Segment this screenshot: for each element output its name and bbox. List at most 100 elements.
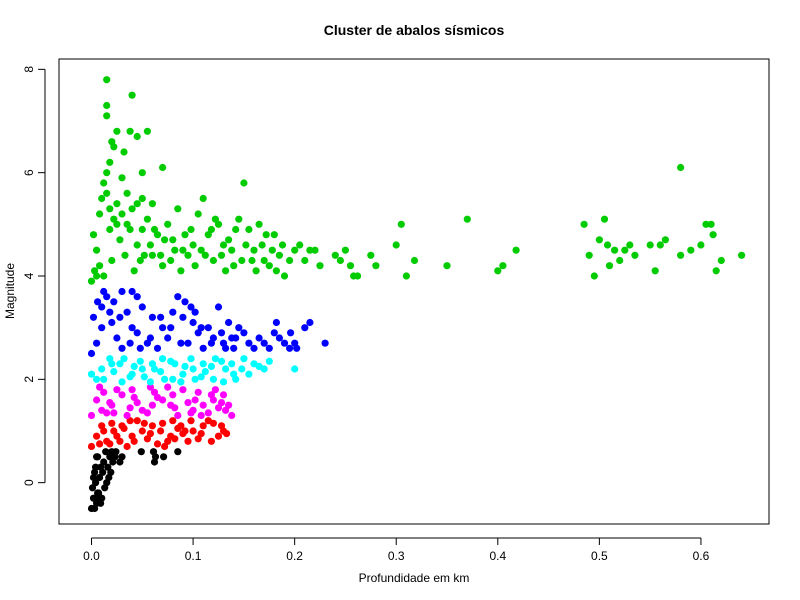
data-point	[160, 453, 168, 461]
data-point	[137, 448, 145, 456]
data-point	[87, 370, 96, 378]
data-point	[150, 365, 159, 373]
x-axis: 0.0 0.1 0.2 0.3 0.4 0.5 0.6	[83, 537, 710, 563]
data-point	[93, 396, 101, 404]
data-point	[245, 339, 253, 347]
data-point	[199, 194, 207, 203]
data-point	[126, 404, 134, 412]
data-point	[174, 293, 182, 301]
data-point	[130, 437, 138, 445]
data-point	[133, 293, 141, 301]
data-point	[410, 256, 419, 265]
data-point	[157, 313, 165, 321]
data-point	[146, 241, 154, 249]
data-point	[169, 391, 177, 399]
x-tick-label: 0.3	[388, 549, 405, 563]
data-point	[116, 360, 124, 368]
y-tick-label: 4	[22, 272, 36, 279]
data-point	[171, 246, 179, 254]
data-point	[255, 334, 263, 342]
data-point	[174, 448, 182, 456]
data-point	[207, 391, 215, 399]
data-point	[512, 246, 520, 254]
data-point	[191, 262, 199, 270]
data-point	[89, 473, 98, 482]
data-point	[167, 324, 175, 332]
data-point	[100, 287, 108, 296]
data-point	[113, 220, 121, 228]
data-point	[103, 112, 111, 120]
data-point	[238, 256, 246, 265]
data-point	[99, 468, 107, 476]
data-point	[235, 215, 243, 223]
data-point	[197, 324, 205, 332]
data-point	[392, 241, 400, 249]
data-point	[268, 246, 276, 254]
data-point	[174, 205, 182, 213]
data-point	[590, 272, 598, 280]
data-point	[96, 473, 104, 482]
data-point	[103, 293, 111, 301]
data-point	[197, 430, 205, 438]
data-point	[238, 365, 246, 373]
data-point	[110, 409, 118, 417]
data-point	[291, 246, 299, 254]
data-point	[255, 362, 263, 370]
data-point	[103, 169, 111, 177]
data-point	[291, 365, 299, 373]
data-point	[133, 241, 141, 249]
data-point	[191, 396, 199, 404]
data-point	[118, 344, 126, 352]
data-point	[199, 360, 207, 368]
data-point	[123, 220, 131, 228]
y-axis: 0 2 4 6 8	[22, 66, 46, 486]
data-point	[100, 272, 108, 280]
data-point	[270, 329, 278, 337]
data-point	[677, 251, 685, 259]
data-point	[651, 267, 659, 275]
data-point	[120, 424, 128, 432]
data-point	[153, 344, 162, 352]
data-point	[341, 246, 349, 254]
data-point	[146, 430, 154, 438]
x-axis-label: Profundidade em km	[359, 571, 470, 585]
data-point	[159, 163, 167, 172]
data-point	[93, 339, 101, 347]
data-point	[143, 339, 151, 347]
data-point	[171, 360, 179, 368]
data-point	[116, 437, 124, 445]
data-point	[707, 220, 715, 228]
data-point	[169, 308, 177, 316]
data-point	[262, 231, 270, 239]
data-point	[187, 303, 195, 311]
data-point	[174, 411, 182, 420]
data-point	[245, 225, 253, 234]
data-point	[161, 442, 169, 451]
data-point	[133, 132, 141, 141]
data-point	[167, 401, 175, 409]
data-point	[138, 225, 146, 234]
data-point	[164, 220, 172, 228]
data-point	[199, 401, 207, 409]
data-point	[222, 267, 230, 275]
data-point	[126, 339, 134, 347]
data-point	[138, 194, 146, 203]
data-point	[108, 256, 116, 265]
data-point	[177, 378, 185, 386]
data-point	[140, 251, 148, 259]
data-point	[148, 313, 156, 321]
data-point	[499, 262, 507, 270]
data-point	[286, 256, 294, 265]
data-point	[214, 303, 223, 311]
data-point	[280, 272, 289, 280]
points-layer	[87, 76, 746, 513]
data-point	[204, 324, 212, 332]
y-tick-label: 2	[22, 376, 36, 383]
data-point	[232, 225, 240, 234]
data-point	[148, 422, 156, 430]
data-point	[187, 417, 195, 425]
data-point	[169, 236, 177, 244]
data-point	[123, 411, 131, 420]
data-point	[255, 220, 263, 228]
data-point	[265, 262, 273, 270]
